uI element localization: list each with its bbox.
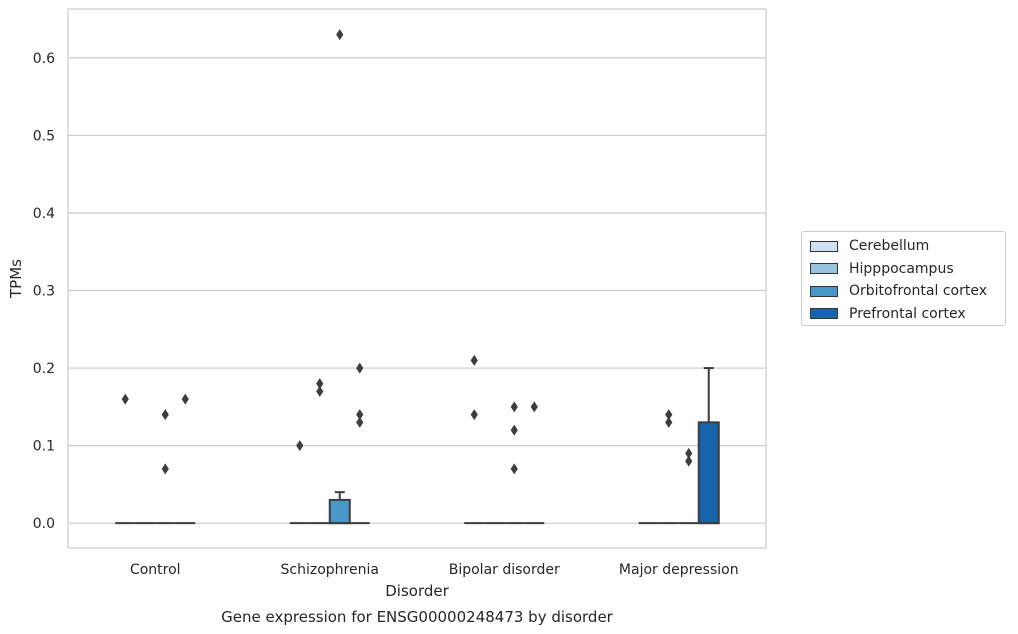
legend-item: Hipppocampus [810, 259, 954, 279]
outlier-point [316, 385, 324, 397]
outlier-point [161, 463, 169, 475]
box-prefrontal-cortex [697, 367, 720, 525]
outlier-point [665, 409, 673, 421]
y-tick-label: 0.6 [33, 51, 55, 67]
outlier-point [470, 354, 478, 366]
chart-title: Gene expression for ENSG00000248473 by d… [221, 608, 614, 626]
legend-label: Hipppocampus [849, 260, 954, 277]
outlier-point [356, 362, 364, 374]
outlier-point [121, 393, 129, 405]
grid-lines [68, 57, 766, 524]
outlier-point [316, 378, 324, 390]
legend-label: Orbitofrontal cortex [849, 283, 987, 299]
outlier-point [336, 29, 344, 41]
y-axis-title: TPMs [7, 259, 25, 299]
legend-swatch [810, 263, 838, 274]
y-tick-label: 0.2 [33, 361, 55, 377]
y-tick-label: 0.5 [33, 128, 55, 144]
x-tick-label: Schizophrenia [281, 562, 379, 578]
legend-item: Orbitofrontal cortex [810, 281, 987, 301]
legend-item: Prefrontal cortex [810, 304, 966, 324]
x-axis-title: Disorder [385, 582, 449, 600]
outlier-point [685, 447, 693, 459]
y-tick-label: 0.1 [33, 439, 55, 455]
outlier-point [510, 424, 518, 436]
outlier-point [665, 416, 673, 428]
legend: Cerebellum Hipppocampus Orbitofrontal cort… [801, 231, 1006, 326]
outlier-point [296, 440, 304, 452]
plot-area-border [67, 8, 767, 549]
x-tick-label: Major depression [619, 562, 739, 578]
outlier-point [181, 393, 189, 405]
y-tick-label: 0.4 [33, 206, 55, 222]
outlier-point [530, 401, 538, 413]
tick-labels: 0.0 0.1 0.2 0.3 0.4 0.5 0.6 Control Schizophreni… [33, 51, 739, 578]
outlier-points [121, 29, 693, 475]
outlier-point [685, 455, 693, 467]
outlier-point [356, 416, 364, 428]
legend-label: Prefrontal cortex [849, 305, 966, 322]
box-orbitofrontal-cortex [328, 491, 351, 525]
legend-swatch [810, 285, 838, 297]
y-tick-label: 0.0 [33, 516, 55, 532]
outlier-point [161, 409, 169, 421]
box-body [328, 498, 351, 525]
legend-item: Cerebellum [810, 236, 929, 256]
outlier-point [510, 401, 518, 413]
legend-swatch [810, 240, 838, 252]
legend-swatch [810, 308, 838, 319]
y-tick-label: 0.3 [33, 284, 55, 300]
x-tick-label: Control [130, 562, 181, 578]
boxes [115, 367, 720, 525]
outlier-point [356, 409, 364, 421]
outlier-point [470, 409, 478, 421]
box-body [697, 421, 720, 525]
x-tick-label: Bipolar disorder [449, 562, 560, 578]
outlier-point [510, 463, 518, 475]
legend-label: Cerebellum [849, 238, 930, 254]
